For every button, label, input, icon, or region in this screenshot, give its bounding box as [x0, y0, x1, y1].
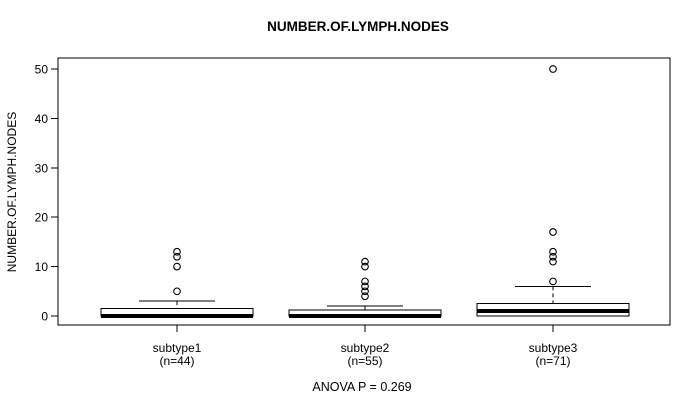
outlier-point: [173, 262, 181, 271]
x-tick-label: subtype3: [529, 341, 578, 355]
outlier-point: [361, 287, 369, 296]
outlier-point: [549, 257, 557, 266]
plot-area: 0 10 20 30 40 50 subtype1(n=44) subtype2(n=55) s…: [35, 57, 671, 368]
x-tick-count-label: (n=55): [347, 354, 382, 368]
y-tick-label: 50: [35, 63, 49, 77]
outlier-point: [549, 228, 557, 236]
plot-frame: [57, 57, 671, 326]
x-tick-label: subtype2: [341, 341, 390, 355]
y-tick-label: 40: [35, 112, 49, 126]
outlier-point: [549, 65, 557, 73]
x-tick-count-label: (n=71): [535, 354, 570, 368]
outlier-point: [361, 257, 369, 266]
outlier-point: [549, 247, 557, 256]
y-tick-label: 20: [35, 211, 49, 225]
chart-title: NUMBER.OF.LYMPH.NODES: [267, 19, 449, 34]
outlier-point: [361, 277, 369, 286]
outlier-point: [361, 292, 369, 301]
anova-annotation: ANOVA P = 0.269: [312, 380, 411, 394]
outlier-point: [173, 252, 181, 261]
outlier-point: [173, 287, 181, 296]
outlier-point: [549, 277, 557, 286]
outlier-point: [361, 262, 369, 271]
y-tick-label: 10: [35, 260, 49, 274]
y-axis-label: NUMBER.OF.LYMPH.NODES: [5, 112, 19, 272]
y-tick-label: 0: [41, 310, 48, 324]
x-tick-count-label: (n=44): [159, 354, 194, 368]
outlier-point: [549, 252, 557, 261]
y-tick-label: 30: [35, 161, 49, 175]
outlier-point: [173, 247, 181, 256]
outlier-point: [361, 282, 369, 291]
x-tick-label: subtype1: [153, 341, 202, 355]
